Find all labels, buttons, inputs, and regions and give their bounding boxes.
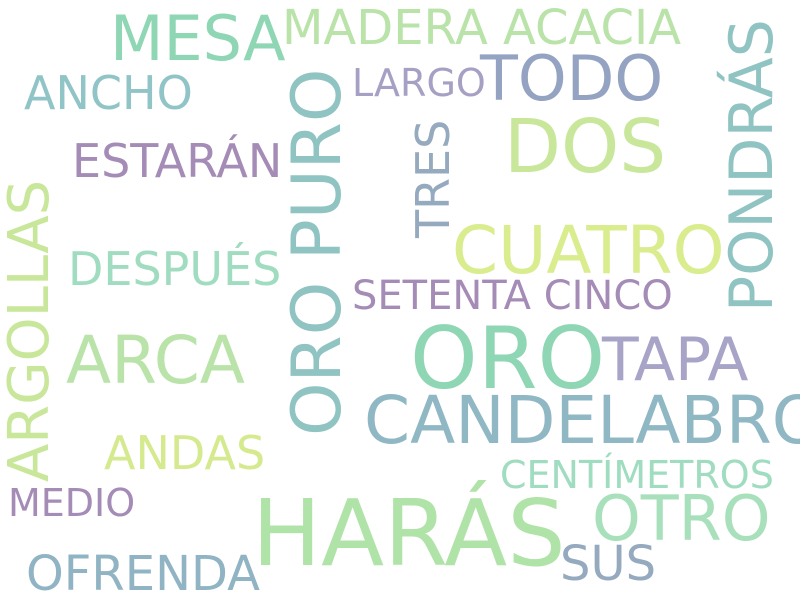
word-candelabro: CANDELABRO bbox=[364, 382, 800, 459]
word-oro: ORO bbox=[410, 309, 606, 409]
word-despues: DESPUÉS bbox=[68, 242, 282, 296]
word-haras: HARÁS bbox=[252, 480, 566, 587]
word-medio: MEDIO bbox=[8, 481, 136, 525]
word-estaran: ESTARÁN bbox=[72, 134, 283, 188]
word-ofrenda: OFRENDA bbox=[26, 546, 260, 602]
word-tres: TRES bbox=[406, 119, 460, 238]
word-sus: SUS bbox=[560, 536, 657, 592]
word-oro-puro: ORO PURO bbox=[278, 68, 357, 436]
word-mesa: MESA bbox=[110, 2, 286, 75]
word-otro: OTRO bbox=[592, 482, 771, 555]
word-madera-acacia: MADERA ACACIA bbox=[282, 0, 682, 56]
word-cuatro: CUATRO bbox=[452, 212, 725, 289]
word-dos: DOS bbox=[504, 104, 667, 190]
word-setenta-cinco: SETENTA CINCO bbox=[352, 273, 673, 319]
word-pondras: PONDRÁS bbox=[717, 19, 787, 312]
word-tapa: TAPA bbox=[602, 325, 749, 395]
word-todo: TODO bbox=[480, 42, 664, 115]
word-arca: ARCA bbox=[66, 322, 245, 399]
word-largo: LARGO bbox=[352, 61, 486, 105]
word-ancho: ANCHO bbox=[24, 66, 193, 120]
word-argollas: ARGOLLAS bbox=[0, 179, 62, 482]
word-andas: ANDAS bbox=[104, 426, 266, 480]
word-centimetros: CENTÍMETROS bbox=[500, 453, 774, 497]
